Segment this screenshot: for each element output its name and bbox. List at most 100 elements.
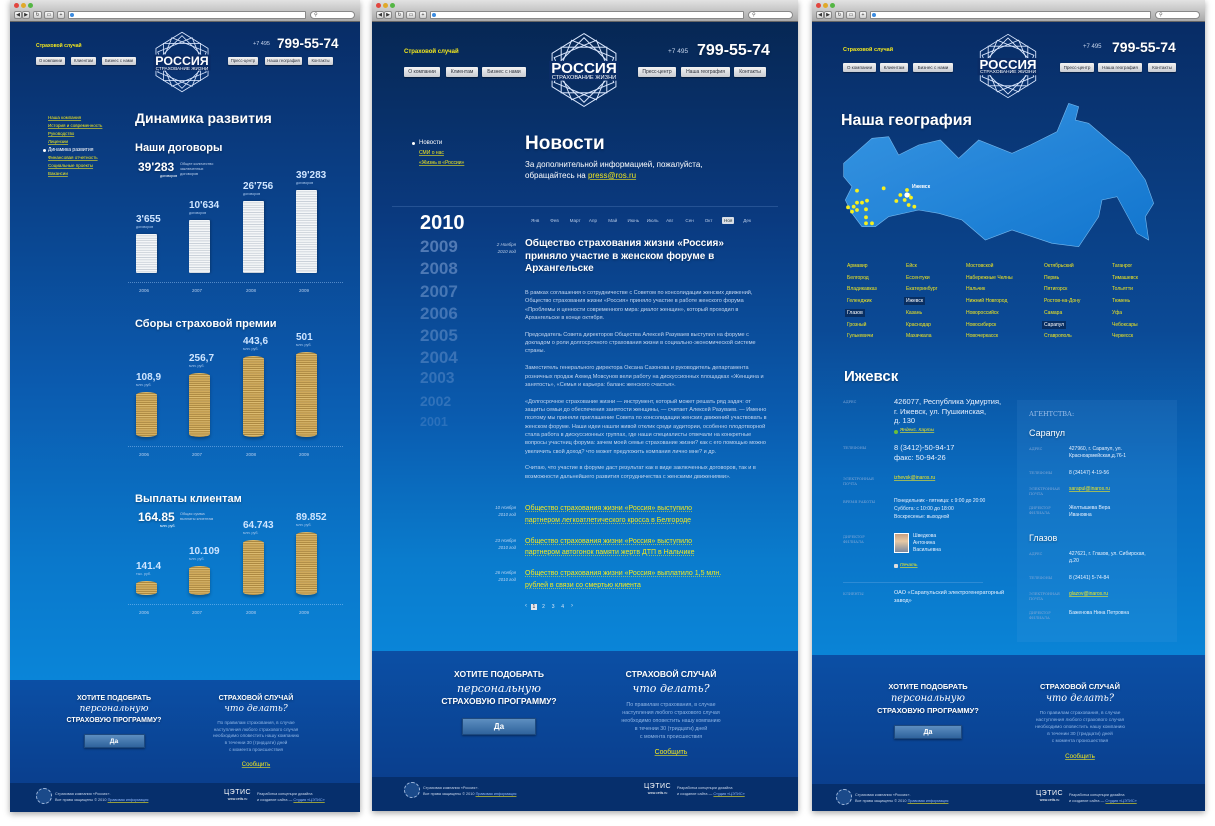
reload-button[interactable]: ↻ — [395, 11, 404, 19]
zoom-window-button[interactable] — [28, 3, 33, 8]
news-title-link[interactable]: Общество страхования жизни «Россия» выст… — [525, 537, 695, 557]
month-tab[interactable]: Фев — [550, 218, 559, 223]
agency-email-link[interactable]: sarapul@inaros.ru — [1069, 486, 1110, 492]
month-tab[interactable]: Окт — [704, 218, 713, 223]
news-title-link[interactable]: Общество страхования жизни «Россия» выпл… — [525, 570, 722, 589]
nav-right-0[interactable]: Пресс-центр — [228, 57, 258, 65]
city-link[interactable]: Новосибирск — [966, 321, 997, 328]
office-marker[interactable] — [855, 188, 859, 193]
city-link[interactable]: Екатеринбург — [906, 286, 938, 293]
year-link[interactable]: 2008 — [420, 259, 458, 279]
city-link[interactable]: Набережные Челны — [966, 274, 1013, 281]
news-title-link[interactable]: Общество страхования жизни «Россия» выст… — [525, 505, 693, 524]
yes-button[interactable]: Да — [83, 734, 145, 749]
office-marker[interactable] — [881, 186, 886, 191]
nav-left-1[interactable]: Клиентам — [880, 63, 908, 72]
selected-city-marker[interactable] — [904, 192, 910, 198]
month-tab[interactable]: Июль — [646, 218, 659, 223]
close-window-button[interactable] — [376, 3, 381, 8]
city-link[interactable]: Ейск — [906, 263, 917, 269]
nav-left-1[interactable]: Клиентам — [446, 67, 478, 77]
city-link[interactable]: Уфа — [1112, 309, 1123, 316]
studio-logo[interactable]: ЦЭТИС www.cetis.ru — [1036, 790, 1063, 802]
nav-left-2[interactable]: Бизнес с нами — [482, 67, 526, 77]
office-marker[interactable] — [860, 200, 864, 205]
yandex-maps-link[interactable]: Яндекс. Карты — [900, 428, 935, 433]
russia-map[interactable]: Ижевск — [812, 100, 1205, 250]
studio-logo[interactable]: ЦЭТИС www.cetis.ru — [224, 789, 251, 801]
report-link[interactable]: Сообщить — [241, 762, 271, 769]
year-link[interactable]: 2001 — [420, 414, 448, 429]
nav-left-2[interactable]: Бизнес с нами — [913, 63, 953, 72]
sidebar-item[interactable]: История и современность — [48, 123, 103, 128]
report-link[interactable]: Сообщить — [1065, 753, 1095, 761]
insurance-case-link[interactable]: Страховой случай — [843, 47, 894, 53]
city-link[interactable]: Ставрополь — [1044, 333, 1072, 340]
legal-info-link[interactable]: Правовая информация — [107, 798, 149, 802]
search-field[interactable]: ⚲ — [310, 11, 355, 19]
office-marker[interactable] — [855, 200, 859, 205]
nav-right-1[interactable]: Наша география — [1098, 63, 1142, 72]
nav-left-0[interactable]: О компании — [404, 67, 440, 77]
office-marker[interactable] — [846, 205, 850, 210]
nav-right-2[interactable]: Контакты — [308, 57, 333, 65]
insurance-case-link[interactable]: Страховой случай — [36, 43, 82, 49]
add-bookmark-button[interactable]: + — [419, 11, 427, 19]
city-link[interactable]: Сарапул — [1042, 320, 1067, 329]
sidebar-item[interactable]: СМИ о нас — [419, 150, 444, 156]
back-button[interactable]: ◀ — [376, 11, 384, 19]
month-tab[interactable]: Июнь — [627, 218, 640, 223]
month-tab-selected[interactable]: Ноя — [722, 217, 735, 224]
city-link[interactable]: Черкесск — [1112, 333, 1134, 340]
address-bar[interactable] — [68, 11, 306, 19]
studio-link[interactable]: Студия «ЦЭТИС» — [293, 798, 325, 802]
sidebar-item[interactable]: Наша компания — [48, 115, 82, 120]
reload-button[interactable]: ↻ — [835, 11, 844, 19]
city-link[interactable]: Владикавказ — [847, 286, 877, 293]
add-bookmark-button[interactable]: + — [859, 11, 867, 19]
close-window-button[interactable] — [816, 3, 821, 8]
city-link[interactable]: Тюмень — [1112, 298, 1131, 305]
nav-left-0[interactable]: О компании — [843, 63, 876, 72]
legal-info-link[interactable]: Правовая информация — [907, 799, 949, 803]
address-bar[interactable] — [870, 11, 1151, 19]
page-link[interactable]: 3 — [551, 604, 555, 610]
office-marker[interactable] — [909, 195, 913, 200]
city-link[interactable]: Нижний Новгород — [966, 298, 1008, 305]
address-bar[interactable] — [430, 11, 744, 19]
close-window-button[interactable] — [14, 3, 19, 8]
bookmarks-button[interactable]: ▭ — [44, 11, 54, 19]
year-link[interactable]: 2006 — [420, 303, 458, 323]
studio-link[interactable]: Студия «ЦЭТИС» — [713, 792, 745, 796]
sidebar-item-active[interactable]: Динамика развития — [48, 147, 94, 153]
city-link[interactable]: Чебоксары — [1112, 321, 1138, 328]
page-link[interactable]: 4 — [561, 604, 565, 610]
city-link[interactable]: Казань — [906, 309, 923, 316]
office-marker[interactable] — [912, 204, 917, 209]
nav-right-2[interactable]: Контакты — [1148, 63, 1176, 72]
yes-button[interactable]: Да — [894, 725, 962, 740]
city-link[interactable]: Белгород — [847, 274, 869, 281]
office-marker[interactable] — [905, 188, 909, 192]
add-bookmark-button[interactable]: + — [57, 11, 65, 19]
sidebar-item[interactable]: Социальные проекты — [48, 163, 94, 168]
office-marker[interactable] — [851, 204, 856, 209]
minimize-window-button[interactable] — [383, 3, 388, 8]
month-tab[interactable]: Март — [569, 218, 581, 223]
sidebar-item[interactable]: Вакансии — [48, 171, 68, 176]
sidebar-item[interactable]: Руководство — [48, 131, 75, 136]
company-logo[interactable]: РОССИЯ СТРАХОВАНИЕ ЖИЗНИ — [975, 33, 1041, 99]
month-tab[interactable]: Сен — [685, 218, 694, 223]
year-link[interactable]: 2004 — [420, 348, 458, 368]
legal-info-link[interactable]: Правовая информация — [475, 792, 517, 796]
reload-button[interactable]: ↻ — [33, 11, 42, 19]
agency-email-link[interactable]: glazov@inaros.ru — [1069, 591, 1108, 597]
forward-button[interactable]: ▶ — [824, 11, 832, 19]
year-link[interactable]: 2007 — [420, 281, 458, 301]
nav-left-1[interactable]: Клиентам — [71, 57, 96, 65]
city-link[interactable]: Армавир — [847, 263, 868, 269]
month-tab[interactable]: Апр — [588, 218, 597, 223]
nav-right-1[interactable]: Наша география — [681, 67, 730, 77]
city-link[interactable]: Краснодар — [906, 321, 931, 328]
forward-button[interactable]: ▶ — [384, 11, 392, 19]
